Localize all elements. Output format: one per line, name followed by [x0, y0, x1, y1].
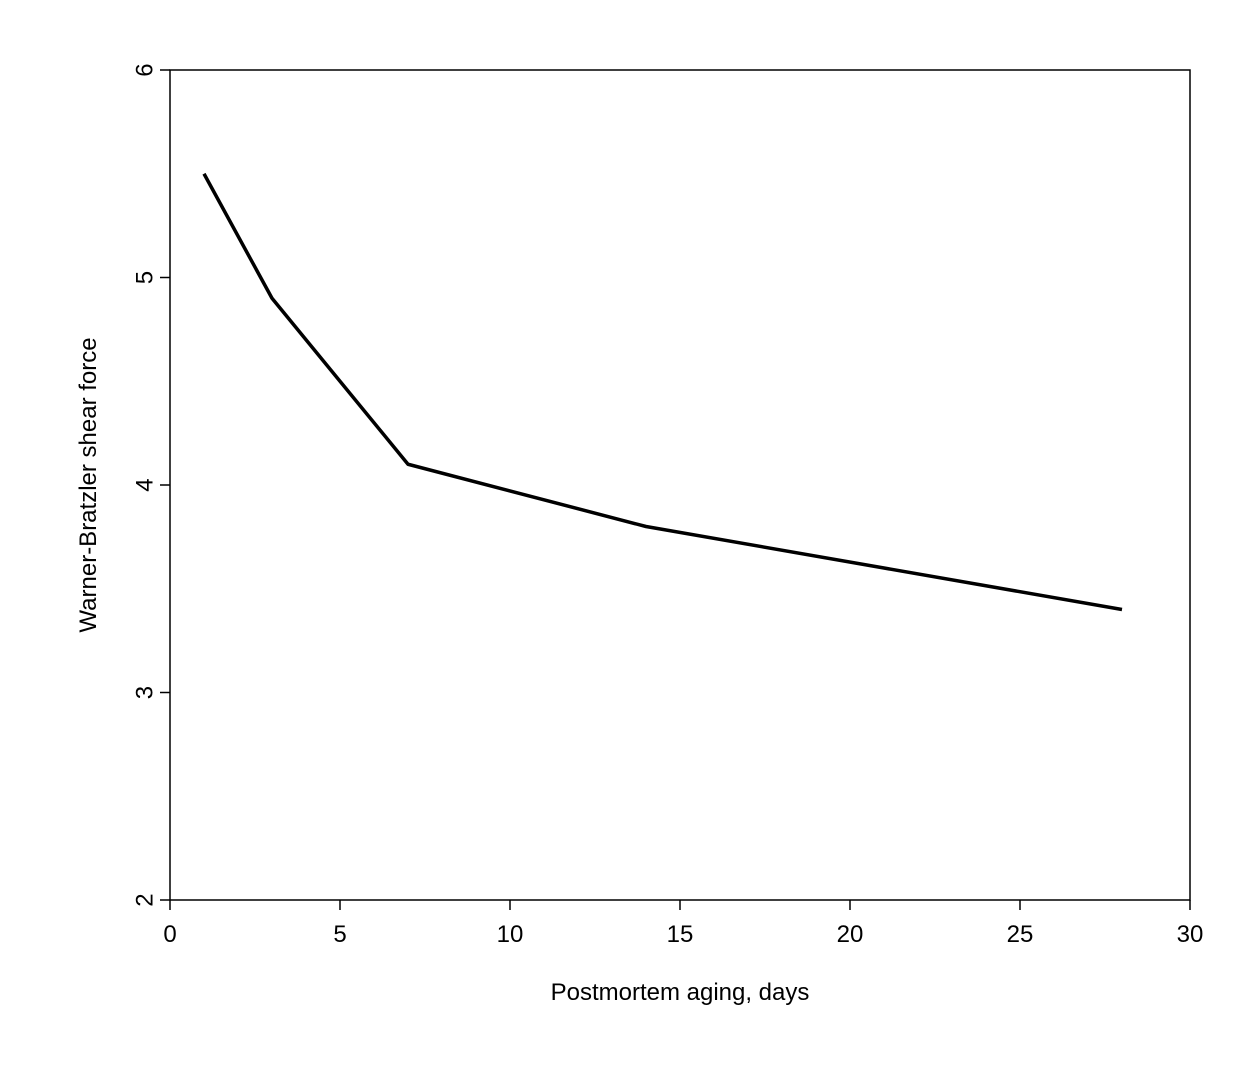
- x-tick-label: 10: [497, 921, 524, 948]
- x-tick-label: 30: [1177, 921, 1204, 948]
- y-tick-label: 5: [131, 271, 158, 284]
- y-tick-label: 4: [131, 478, 158, 491]
- x-tick-label: 20: [837, 921, 864, 948]
- x-tick-label: 0: [163, 921, 176, 948]
- chart-background: [0, 0, 1248, 1082]
- y-tick-label: 6: [131, 63, 158, 76]
- chart-container: 0 5 10 15 20 25 30 2 3 4 5 6 Postmortem aging, days W…: [0, 0, 1248, 1082]
- x-tick-label: 15: [667, 921, 694, 948]
- x-axis-label: Postmortem aging, days: [551, 979, 810, 1006]
- y-axis-label: Warner-Bratzler shear force: [75, 337, 102, 632]
- y-tick-label: 3: [131, 686, 158, 699]
- x-tick-label: 25: [1007, 921, 1034, 948]
- x-tick-label: 5: [333, 921, 346, 948]
- line-chart: 0 5 10 15 20 25 30 2 3 4 5 6 Postmortem aging, days W…: [0, 0, 1248, 1082]
- y-tick-label: 2: [131, 893, 158, 906]
